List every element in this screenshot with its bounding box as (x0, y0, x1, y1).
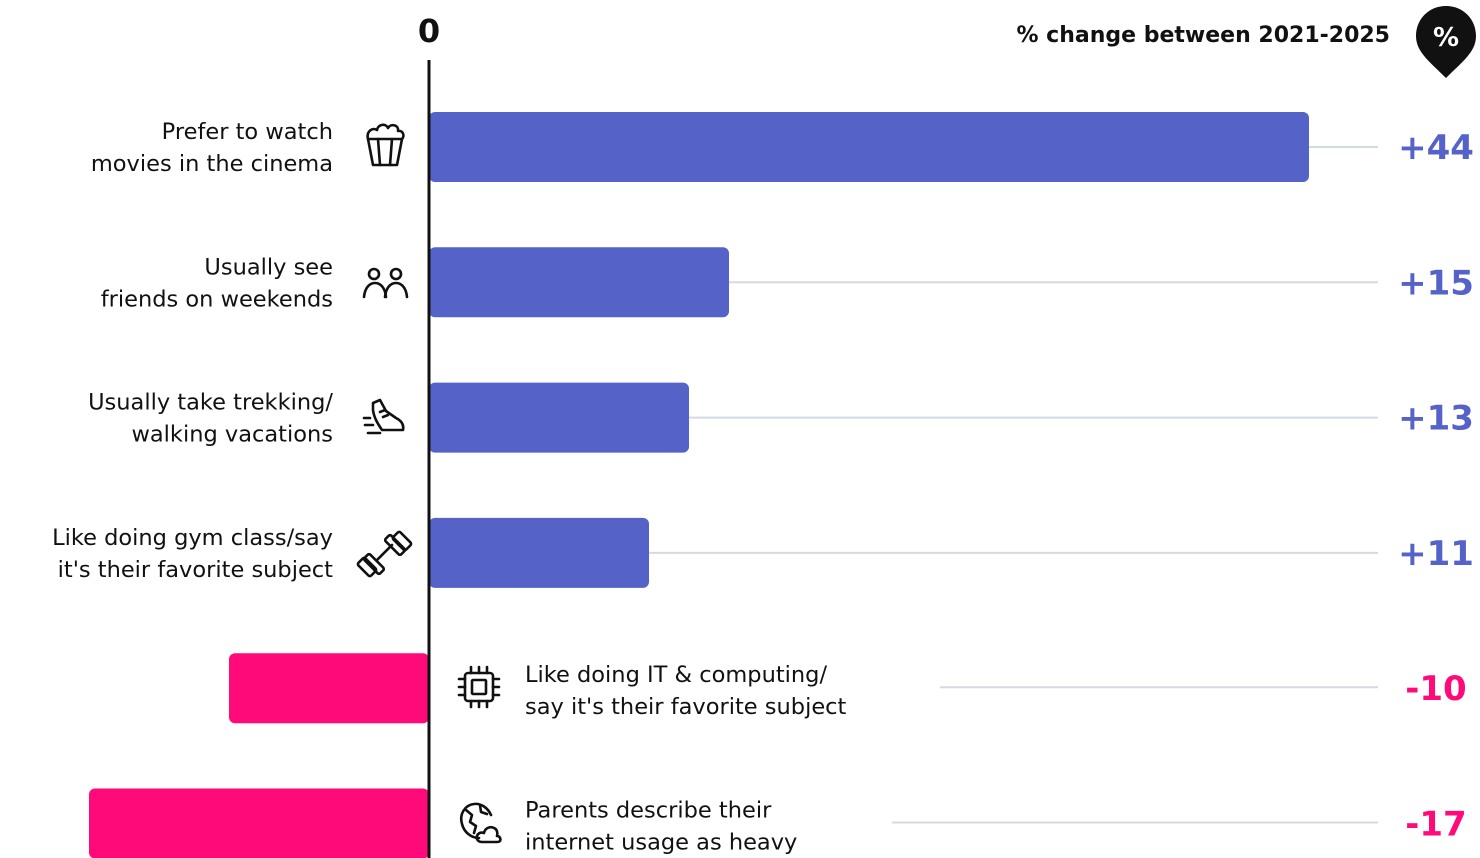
category-label: Usually take trekking/walking vacations (88, 390, 333, 448)
value-labels: +44 +15 +13 +11 -10 -17 (1398, 128, 1474, 845)
guide-lines (649, 146, 1378, 824)
category-label: Like doing IT & computing/say it's their… (525, 662, 847, 720)
category-labels: Prefer to watch movies in the cinema Usual… (52, 119, 846, 856)
percent-badge: % (1416, 6, 1476, 78)
value-label: +11 (1398, 534, 1474, 574)
category-label-line: Parents describe their (525, 798, 772, 824)
friends-icon (362, 267, 409, 299)
value-label: +13 (1398, 399, 1474, 439)
category-label: Parents describe their internet usage as … (525, 798, 797, 856)
sneaker-icon (362, 398, 405, 435)
chart-header: % change between 2021-2025 (1016, 23, 1390, 48)
bar (89, 788, 429, 858)
chip-icon (457, 665, 501, 709)
value-label: -17 (1405, 805, 1466, 845)
category-label-line: Usually see (204, 254, 333, 280)
category-label-line: Prefer to watch (162, 119, 333, 145)
value-label: +15 (1398, 263, 1474, 303)
zero-tick-label: 0 (418, 12, 440, 50)
value-label: +44 (1398, 128, 1474, 168)
category-label-line: walking vacations (131, 422, 333, 448)
category-label-line: friends on weekends (101, 286, 333, 312)
category-label-line: Like doing IT & computing/ (525, 662, 827, 688)
bars (89, 112, 1309, 858)
category-label: Like doing gym class/say it's their favor… (52, 525, 333, 583)
popcorn-icon (366, 123, 405, 167)
bar (429, 517, 649, 588)
dumbbell-icon (356, 530, 413, 578)
category-label: Prefer to watch movies in the cinema (91, 119, 333, 177)
category-label-line: Like doing gym class/say (52, 525, 333, 551)
percent-pin-icon (1416, 6, 1476, 78)
percent-badge-label: % (1433, 23, 1459, 53)
bar (229, 653, 429, 724)
category-label: Usually see friends on weekends (101, 254, 333, 312)
category-label-line: internet usage as heavy (525, 830, 797, 856)
category-label-line: say it's their favorite subject (525, 694, 847, 720)
category-label-line: movies in the cinema (91, 151, 333, 177)
category-icons (356, 123, 502, 844)
category-label-line: it's their favorite subject (58, 557, 334, 583)
globe-icon (459, 802, 502, 844)
category-label-line: Usually take trekking/ (88, 390, 333, 416)
value-label: -10 (1405, 669, 1466, 709)
bar (429, 247, 729, 318)
bar (429, 382, 689, 453)
bar (429, 112, 1309, 182)
